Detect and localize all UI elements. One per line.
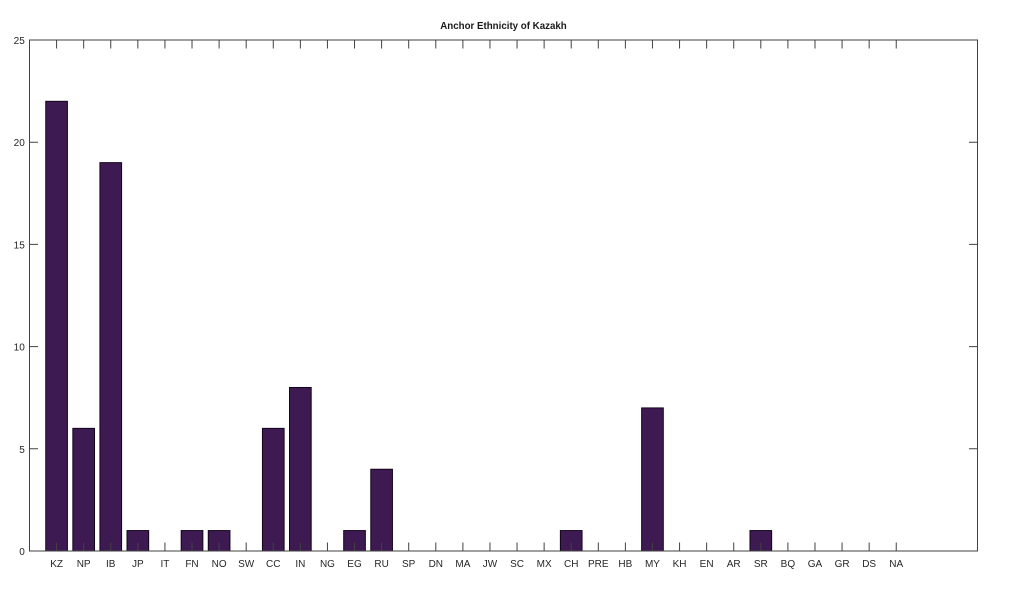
svg-text:RU: RU [374,559,388,570]
svg-text:EG: EG [347,559,362,570]
svg-text:NG: NG [320,559,335,570]
svg-text:25: 25 [14,36,26,47]
svg-text:DS: DS [862,559,876,570]
svg-text:GR: GR [835,559,850,570]
svg-text:FN: FN [185,559,198,570]
svg-text:15: 15 [14,240,26,251]
svg-text:BQ: BQ [781,559,796,570]
svg-text:GA: GA [808,559,823,570]
svg-text:HB: HB [618,559,632,570]
svg-text:AR: AR [727,559,741,570]
svg-text:EN: EN [700,559,714,570]
svg-text:IB: IB [106,559,116,570]
svg-text:JW: JW [483,559,498,570]
svg-text:JP: JP [132,559,144,570]
svg-text:SR: SR [754,559,768,570]
svg-text:5: 5 [19,445,25,456]
svg-text:KZ: KZ [50,559,63,570]
svg-text:DN: DN [429,559,443,570]
svg-text:CH: CH [564,559,578,570]
svg-text:MY: MY [645,559,660,570]
svg-text:PRE: PRE [588,559,609,570]
svg-text:NO: NO [212,559,227,570]
svg-text:IT: IT [160,559,169,570]
svg-text:SC: SC [510,559,524,570]
svg-text:SW: SW [238,559,255,570]
svg-text:MA: MA [455,559,470,570]
svg-text:10: 10 [14,343,26,354]
svg-text:NA: NA [889,559,903,570]
svg-text:0: 0 [19,547,25,558]
svg-text:NP: NP [77,559,91,570]
svg-text:SP: SP [402,559,416,570]
svg-text:CC: CC [266,559,280,570]
svg-text:IN: IN [295,559,305,570]
svg-text:20: 20 [14,138,26,149]
svg-text:KH: KH [673,559,687,570]
svg-text:Anchor Ethnicity of Kazakh: Anchor Ethnicity of Kazakh [440,20,567,32]
svg-text:MX: MX [537,559,552,570]
